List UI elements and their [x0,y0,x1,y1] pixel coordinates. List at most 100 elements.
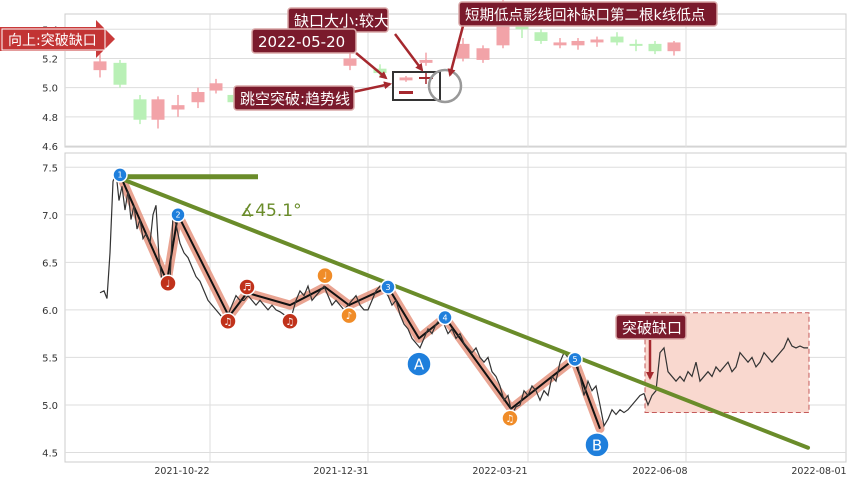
shadow-fill-label: 短期低点影线回补缺口第二根k线低点 [465,6,705,24]
x-tick-label: 2022-03-21 [472,466,527,477]
gap-size-label: 缺口大小:较大 [294,12,389,30]
wave-letter-marker-label: B [592,436,602,454]
red-note-marker-circle [281,312,299,331]
candle [456,38,470,62]
orange-note-marker: ♫ [501,409,519,428]
candle-body [667,42,681,52]
wave-number-marker: 2 [170,207,186,223]
x-tick-label: 2021-12-31 [313,466,368,477]
candle [629,39,643,52]
candle-body [419,59,433,63]
candle-body [399,77,413,81]
wave-number-marker-label: 3 [385,283,390,292]
candle [343,52,357,71]
candle-body [93,61,107,71]
red-note-marker-label: ♫ [224,317,233,328]
breakout-label: 跳空突破:趋势线 [240,90,350,108]
breakout-callout: 跳空突破:趋势线 [233,85,355,111]
candlestick-y-tick-label: 5.0 [42,84,58,95]
red-note-marker-label: ♬ [243,283,252,294]
candle-body [171,105,185,110]
wave-number-marker-circle [437,309,453,326]
candlestick-y-tick-label: 4.6 [42,142,58,153]
red-note-marker-label: ♩ [166,279,171,290]
wave-number-marker-label: 5 [572,355,577,364]
price-y-tick-label: 5.0 [42,401,58,412]
shadow-fill-callout: 短期低点影线回补缺口第二根k线低点 [458,1,718,27]
candle [209,78,223,94]
candle [419,52,433,66]
trend-lines [114,174,810,450]
x-tick-label: 2022-08-01 [791,466,846,477]
candle [667,40,681,56]
price-y-tick-label: 7.5 [42,163,58,174]
candle [151,96,165,129]
candle [93,54,107,78]
x-tick-label: 2022-06-08 [632,466,687,477]
candle-body [534,32,548,41]
wave-number-marker: 5 [567,351,583,368]
orange-note-marker-circle [316,266,334,285]
wave-number-marker-label: 4 [442,313,447,322]
candle-body [343,58,357,66]
wave-number-marker-circle [112,167,128,183]
gap-candle [399,72,433,94]
candle-body [113,62,127,85]
candle [534,29,548,44]
price-y-tick-label: 4.5 [42,448,58,459]
orange-note-marker-label: ♩ [323,271,328,282]
breakout-arrow [352,81,392,94]
wave-number-marker-circle [380,279,396,295]
candle-body [610,36,624,43]
candle-body [476,48,490,60]
red-note-marker: ♫ [281,312,299,331]
candle [553,38,567,49]
price-y-tick-label: 6.0 [42,306,58,317]
red-note-marker: ♩ [159,274,177,293]
direction-banner: 向上:突破缺口 [0,20,115,58]
candle-body [133,99,147,120]
candle-body [456,43,470,59]
candle [133,94,147,125]
candle [113,59,127,88]
wave-number-marker: 1 [112,167,128,183]
candle [571,38,585,50]
red-note-marker: ♬ [238,278,256,296]
candle-body [191,92,205,103]
shadow-fill-arrow [447,25,465,77]
candle [610,32,624,46]
wave-number-marker: 3 [380,279,396,295]
wave-markers: 1 2 3 4 5 ♩ ♫ ♬ ♫ ♩ ♪ ♫ A B [112,167,610,458]
candle-body [571,40,585,46]
candle [171,94,185,117]
zigzag-wave [115,170,605,434]
zigzag-line [119,174,601,430]
gap-candle-body [399,91,413,94]
price-y-tick-label: 6.5 [42,258,58,269]
wave-number-marker-label: 2 [175,211,180,220]
wave-number-marker-circle [567,351,583,368]
candle [399,75,413,82]
candle-body [373,68,387,74]
date-label: 2022-05-20 [258,33,345,51]
candle-body [151,99,165,120]
angle-label: ∡45.1° [240,201,302,221]
x-axis-ticks: 2021-10-22 2021-12-31 2022-03-21 2022-06-08… [154,466,846,477]
candle-body [209,83,223,91]
gap-zone-label: 突破缺口 [622,319,682,337]
wave-number-marker-circle [170,207,186,223]
candlestick-panel-frame [64,13,847,148]
wave-letter-marker-circle [584,432,610,458]
candle [648,40,662,55]
red-note-marker-circle [219,312,237,331]
wave-letter-marker: B [584,432,610,458]
direction-label: 向上:突破缺口 [8,33,97,49]
candle-body [590,39,604,43]
candle [590,36,604,47]
price-y-ticks: 7.5 7.0 6.5 6.0 5.5 5.0 4.5 [42,163,58,459]
x-tick-label: 2021-10-22 [154,466,209,477]
downtrend-line [114,174,810,450]
orange-note-marker-circle [501,409,519,428]
candlestick-y-tick-label: 4.8 [42,113,58,124]
